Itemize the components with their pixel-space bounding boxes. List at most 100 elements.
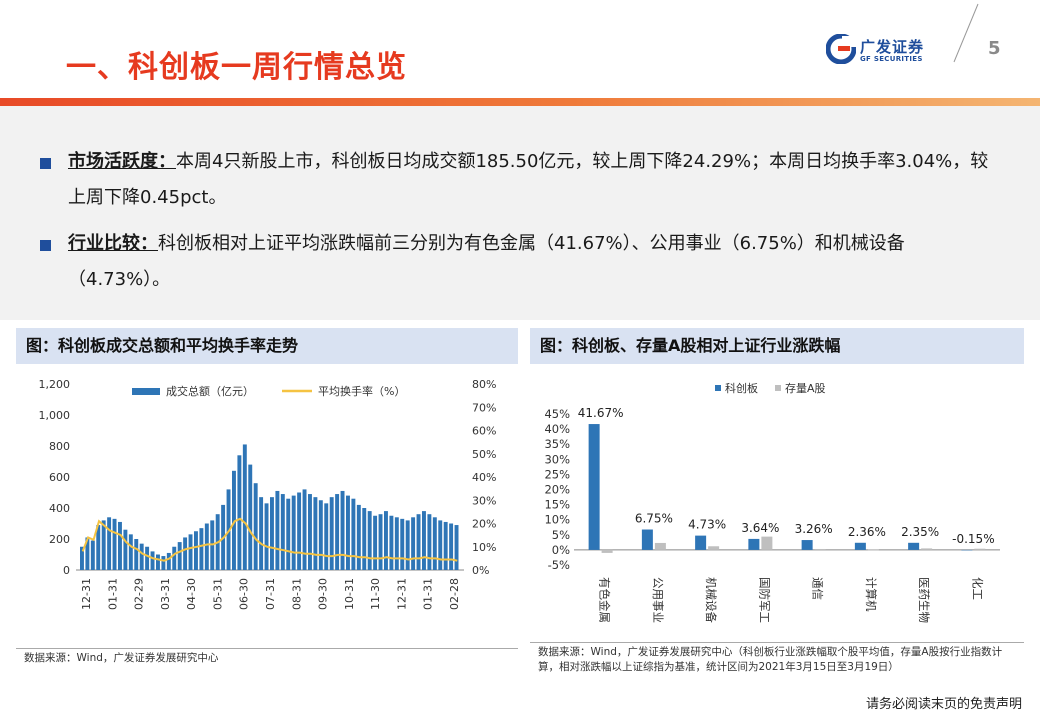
legend-label-existing: 存量A股 bbox=[785, 381, 826, 395]
y-tick-label: 40% bbox=[544, 422, 570, 436]
bar-turnover bbox=[161, 556, 166, 570]
bar-turnover bbox=[90, 540, 95, 570]
y-left-tick-label: 600 bbox=[49, 471, 70, 484]
bullet-key: 行业比较： bbox=[68, 233, 158, 254]
bar-turnover bbox=[107, 517, 112, 570]
bar-turnover bbox=[340, 490, 345, 570]
y-right-tick-label: 60% bbox=[472, 425, 496, 438]
y-tick-label: 35% bbox=[544, 437, 570, 451]
divider-slash bbox=[953, 3, 979, 63]
x-category-label: 有色金属 bbox=[598, 577, 612, 623]
x-tick-label: 03-31 bbox=[159, 578, 172, 610]
header-accent-bar bbox=[0, 98, 1040, 106]
chart2-title: 图：科创板、存量A股相对上证行业涨跌幅 bbox=[530, 328, 1024, 364]
bar-existing-a-share bbox=[867, 549, 879, 551]
bar-star-market bbox=[801, 540, 813, 550]
bar-turnover bbox=[318, 500, 323, 570]
bar-existing-a-share bbox=[761, 536, 773, 550]
bar-turnover bbox=[422, 511, 426, 570]
bar-existing-a-share bbox=[921, 548, 933, 550]
x-tick-label: 05-31 bbox=[211, 578, 224, 610]
summary-section: 市场活跃度：本周4只新股上市，科创板日均成交额185.50亿元，较上周下降24.… bbox=[0, 106, 1040, 320]
disclaimer: 请务必阅读末页的免责声明 bbox=[865, 697, 1022, 712]
y-right-tick-label: 40% bbox=[472, 471, 496, 484]
chart2-area: -5% 0% 5% 10% 15% 20% 25% 30% 35% 40% 45% 41.67% 有色金… bbox=[530, 364, 1024, 646]
bar-turnover bbox=[188, 534, 193, 570]
x-tick-label: 09-30 bbox=[317, 578, 330, 610]
bar-turnover bbox=[118, 521, 122, 570]
bar-turnover bbox=[253, 483, 258, 570]
x-tick-label: 02-29 bbox=[133, 578, 146, 610]
bar-turnover bbox=[101, 520, 106, 570]
bullet-text: 科创板相对上证平均涨跌幅前三分别为有色金属（41.67%）、公用事业（6.75%… bbox=[68, 233, 905, 290]
bar-turnover bbox=[85, 537, 90, 570]
bar-turnover bbox=[367, 511, 372, 570]
y-right-tick-label: 30% bbox=[472, 494, 496, 507]
bar-turnover bbox=[286, 498, 291, 570]
bar-turnover bbox=[96, 525, 101, 570]
y-tick-label: 25% bbox=[544, 467, 570, 481]
bar-turnover bbox=[378, 514, 383, 570]
industry-return-chart: -5%0%5%10%15%20% 25%30%35%40%45% 41.67% 有色金… bbox=[544, 381, 1000, 623]
bar-star-market bbox=[748, 538, 760, 550]
bar-existing-a-share bbox=[974, 548, 986, 550]
y-tick-label: 30% bbox=[544, 452, 570, 466]
bar-turnover bbox=[291, 495, 296, 570]
page-number: 5 bbox=[988, 38, 1001, 59]
x-category-label: 医药生物 bbox=[917, 577, 931, 623]
bar-turnover bbox=[443, 521, 448, 570]
y-left-tick-label: 400 bbox=[49, 502, 70, 515]
bar-turnover bbox=[324, 503, 329, 570]
legend-swatch-turnover bbox=[132, 388, 160, 395]
bar-turnover bbox=[454, 525, 459, 570]
y-tick-label: 10% bbox=[544, 513, 570, 527]
legend-swatch-star-market bbox=[715, 385, 721, 391]
bar-star-market bbox=[588, 424, 600, 550]
bar-star-market bbox=[854, 542, 866, 550]
bar-turnover bbox=[134, 539, 139, 570]
bar-existing-a-share bbox=[601, 549, 613, 553]
legend-label-star-market: 科创板 bbox=[725, 381, 758, 395]
y-right-tick-label: 10% bbox=[472, 541, 496, 554]
x-tick-label: 10-31 bbox=[343, 578, 356, 610]
bullet-square-icon bbox=[40, 240, 51, 251]
turnover-chart: 0 200 400 600 800 1,000 1,200 0% 10% 20% 30% 40% 50%… bbox=[39, 378, 497, 610]
y-left-tick-label: 0 bbox=[63, 564, 70, 577]
bar-turnover bbox=[172, 546, 177, 570]
x-category-label: 机械设备 bbox=[704, 577, 718, 623]
x-tick-label: 11-30 bbox=[369, 578, 382, 610]
bar-turnover bbox=[432, 517, 437, 570]
bar-turnover bbox=[351, 498, 356, 570]
y-left-tick-label: 1,000 bbox=[39, 409, 71, 422]
bar-turnover bbox=[346, 495, 350, 570]
bar-star-market bbox=[908, 542, 920, 550]
bar-turnover bbox=[394, 517, 399, 570]
x-tick-label: 12-31 bbox=[395, 578, 408, 610]
source-divider bbox=[16, 648, 518, 649]
x-category-label: 通信 bbox=[811, 577, 825, 600]
bar-turnover bbox=[123, 529, 128, 570]
bar-turnover bbox=[139, 543, 144, 570]
bullet-key: 市场活跃度： bbox=[68, 151, 176, 172]
bar-turnover bbox=[183, 537, 188, 570]
data-label: 3.64% bbox=[741, 521, 779, 535]
bar-existing-a-share bbox=[654, 542, 666, 550]
chart2-source: 数据来源：Wind，广发证券发展研究中心（科创板行业涨跌幅取个股平均值，存量A股… bbox=[538, 646, 1003, 673]
bar-turnover bbox=[128, 534, 133, 570]
y-right-tick-label: 20% bbox=[472, 518, 496, 531]
x-tick-label: 08-31 bbox=[290, 578, 303, 610]
bar-turnover bbox=[308, 494, 312, 570]
bullet-text: 本周4只新股上市，科创板日均成交额185.50亿元，较上周下降24.29%；本周… bbox=[68, 151, 989, 208]
bullet-square-icon bbox=[40, 158, 51, 169]
x-tick-label: 01-31 bbox=[106, 578, 119, 610]
bar-turnover bbox=[335, 494, 340, 570]
y-left-tick-label: 200 bbox=[49, 533, 70, 546]
logo-text-en: GF SECURITIES bbox=[860, 55, 923, 63]
company-logo: 广发证券 GF SECURITIES bbox=[826, 34, 946, 68]
chart1-source: 数据来源：Wind，广发证券发展研究中心 bbox=[24, 652, 219, 664]
x-category-label: 化工 bbox=[970, 577, 984, 600]
bar-turnover bbox=[302, 489, 307, 570]
chart1-area: 0 200 400 600 800 1,000 1,200 0% 10% 20% 30% 40% 50%… bbox=[16, 364, 518, 646]
data-label: 6.75% bbox=[635, 512, 673, 526]
bar-turnover bbox=[400, 518, 405, 570]
